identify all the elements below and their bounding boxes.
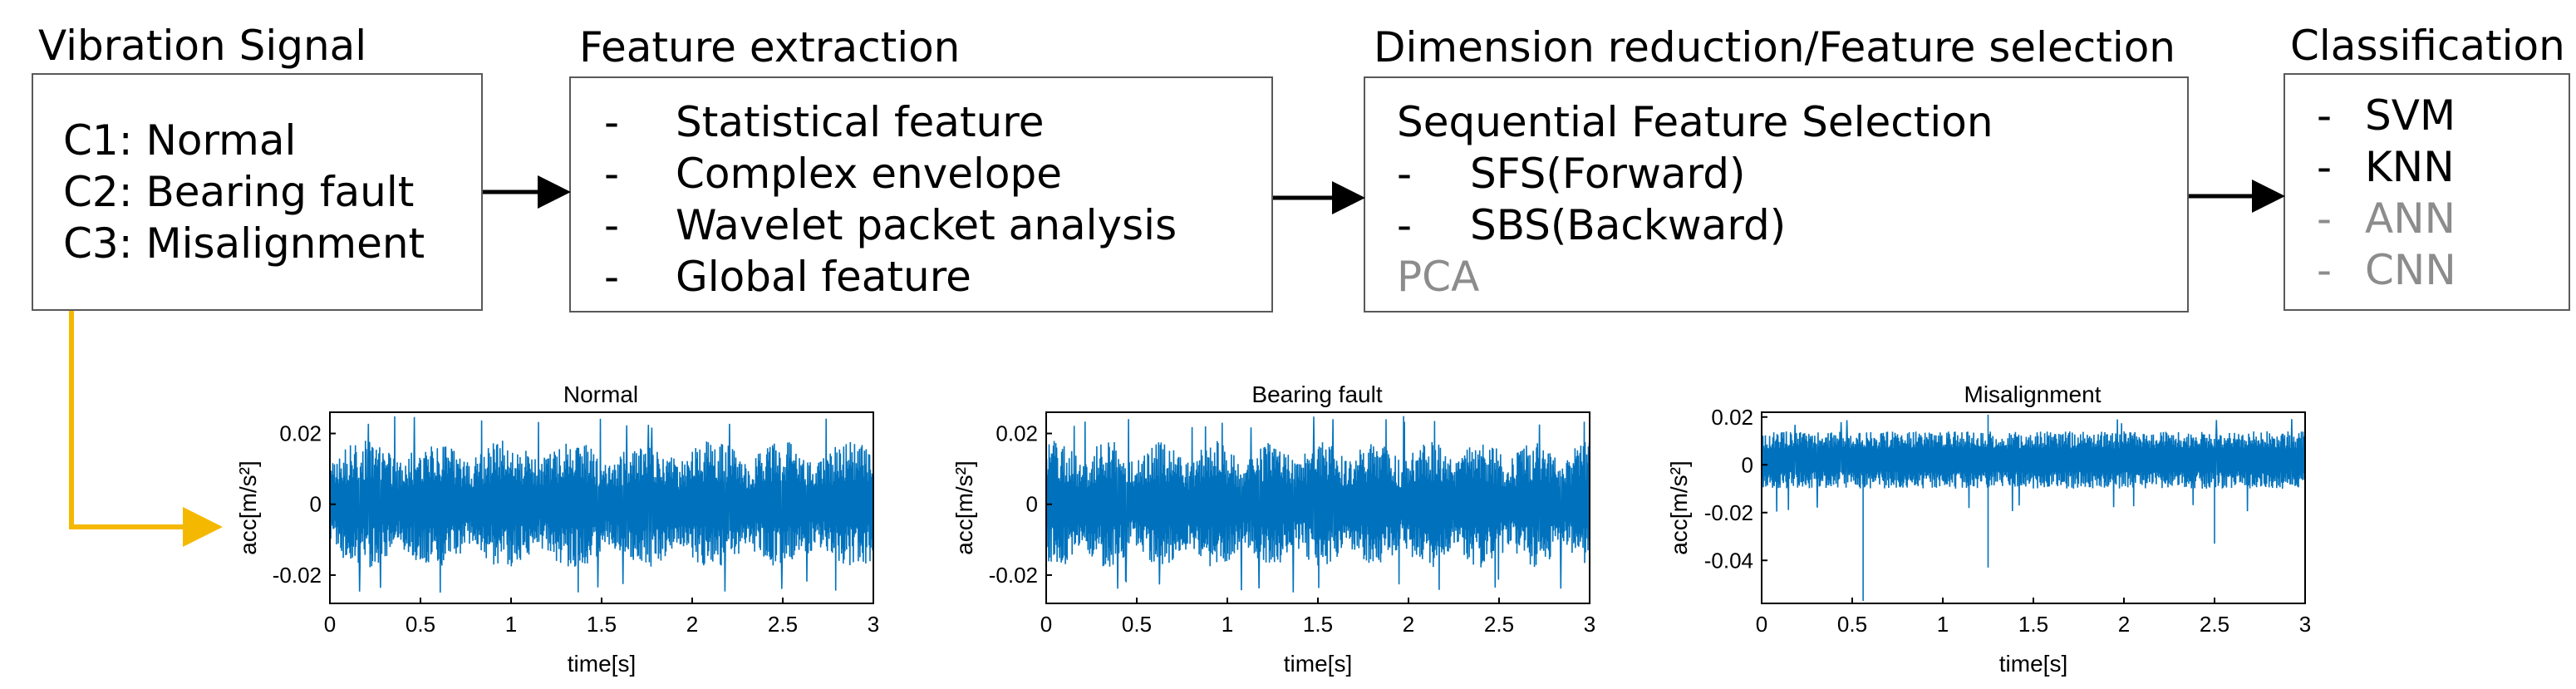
feature-complex-envelope: Complex envelope — [676, 150, 1062, 198]
bullet-statistical: - — [604, 98, 620, 146]
y-tick-label: -0.02 — [1704, 500, 1753, 525]
ticks-normal: 0 0.5 1 1.5 2 2.5 30.020-0.02 — [273, 421, 880, 637]
x-tick-label: 2 — [1403, 612, 1414, 637]
feature-statistical: Statistical feature — [676, 98, 1045, 146]
ylabel-misalignment: acc[m/s²] — [1666, 460, 1692, 555]
signal-trace-normal — [329, 416, 874, 593]
x-tick-label: 0 — [1756, 612, 1767, 637]
x-tick-label: 0.5 — [1122, 612, 1152, 637]
xlabel-bearing-fault: time[s] — [1284, 651, 1352, 677]
stage-title-feature-extraction: Feature extraction — [579, 23, 961, 71]
ticks-bearing-fault: 0 0.5 1 1.5 2 2.5 30.020-0.02 — [989, 421, 1596, 637]
classifier-ann: ANN — [2365, 194, 2456, 243]
x-tick-label: 0 — [1040, 612, 1052, 637]
bullet-knn: - — [2317, 143, 2333, 191]
y-tick-label: 0.02 — [995, 421, 1038, 446]
ylabel-normal: acc[m/s²] — [235, 460, 261, 555]
x-tick-label: 3 — [2299, 612, 2311, 637]
x-tick-label: 2.5 — [1484, 612, 1514, 637]
y-tick-label: 0 — [1742, 452, 1753, 477]
y-tick-label: 0.02 — [279, 421, 322, 446]
xlabel-misalignment: time[s] — [1999, 651, 2067, 677]
stage-box-feature-extraction: - Statistical feature - Complex envelope… — [569, 76, 1273, 313]
bullet-wavelet: - — [604, 201, 620, 249]
x-tick-label: 2 — [686, 612, 698, 637]
feature-wavelet: Wavelet packet analysis — [676, 201, 1177, 249]
method-sfs: SFS(Forward) — [1470, 150, 1746, 198]
y-tick-label: 0 — [1026, 492, 1038, 517]
chart-title-normal: Normal — [563, 381, 638, 407]
bullet-sfs: - — [1397, 150, 1413, 198]
classifier-cnn: CNN — [2365, 246, 2456, 294]
chart-normal: Normal 0 0.5 1 1.5 2 2.5 30.020-0.02 time[s] a… — [235, 381, 879, 677]
x-tick-label: 1 — [505, 612, 517, 637]
chart-bearing-fault: Bearing fault 0 0.5 1 1.5 2 2.5 30.020-0.02 ti… — [951, 381, 1595, 677]
xlabel-normal: time[s] — [568, 651, 636, 677]
signal-trace-bearing-fault — [1045, 416, 1590, 593]
y-tick-label: -0.02 — [989, 563, 1038, 588]
x-tick-label: 1.5 — [587, 612, 617, 637]
x-tick-label: 1.5 — [2018, 612, 2048, 637]
x-tick-label: 0.5 — [406, 612, 435, 637]
chart-title-misalignment: Misalignment — [1964, 381, 2102, 407]
bullet-sbs: - — [1397, 201, 1413, 249]
x-tick-label: 2 — [2118, 612, 2130, 637]
x-tick-label: 2.5 — [768, 612, 798, 637]
x-tick-label: 0 — [324, 612, 336, 637]
feature-global: Global feature — [676, 253, 971, 301]
method-sbs: SBS(Backward) — [1470, 201, 1787, 249]
ylabel-bearing-fault: acc[m/s²] — [951, 460, 977, 555]
stage-title-dimension-reduction: Dimension reduction/Feature selection — [1374, 23, 2175, 71]
chart-title-bearing-fault: Bearing fault — [1251, 381, 1382, 407]
x-tick-label: 3 — [1584, 612, 1595, 637]
ticks-misalignment: 0 0.5 1 1.5 2 2.5 3 0.02 0 -0.02 -0.04 — [1704, 405, 2312, 637]
method-pca: PCA — [1397, 253, 1480, 301]
signal-trace-misalignment — [1761, 414, 2306, 602]
x-tick-label: 3 — [868, 612, 879, 637]
stage-box-vibration-signal: C1: Normal C2: Bearing fault C3: Misalig… — [32, 73, 483, 311]
y-tick-label: -0.02 — [273, 563, 322, 588]
x-tick-label: 2.5 — [2200, 612, 2229, 637]
classifier-knn: KNN — [2365, 143, 2455, 191]
class-label-c2: C2: Bearing fault — [63, 168, 415, 216]
stage-box-dimension-reduction: Sequential Feature Selection - SFS(Forwa… — [1364, 76, 2189, 313]
bullet-ann: - — [2317, 194, 2333, 243]
bullet-complex-envelope: - — [604, 150, 620, 198]
y-tick-label: 0 — [310, 492, 322, 517]
stage-box-classification: - SVM - KNN - ANN - CNN — [2283, 73, 2570, 311]
class-label-c3: C3: Misalignment — [63, 219, 425, 268]
bullet-cnn: - — [2317, 246, 2333, 294]
x-tick-label: 0.5 — [1837, 612, 1867, 637]
sfs-header: Sequential Feature Selection — [1397, 98, 1993, 146]
bullet-svm: - — [2317, 91, 2333, 140]
class-label-c1: C1: Normal — [63, 116, 297, 165]
stage-title-classification: Classification — [2290, 22, 2565, 70]
bullet-global: - — [604, 253, 620, 301]
x-tick-label: 1 — [1937, 612, 1949, 637]
y-tick-label: -0.04 — [1704, 548, 1753, 573]
classifier-svm: SVM — [2365, 91, 2456, 140]
stage-title-vibration-signal: Vibration Signal — [38, 22, 367, 70]
x-tick-label: 1 — [1222, 612, 1233, 637]
chart-misalignment: Misalignment 0 0.5 1 1.5 2 2.5 3 0.02 0 -0.02 -0.0… — [1666, 381, 2311, 677]
x-tick-label: 1.5 — [1303, 612, 1333, 637]
y-tick-label: 0.02 — [1711, 405, 1753, 430]
